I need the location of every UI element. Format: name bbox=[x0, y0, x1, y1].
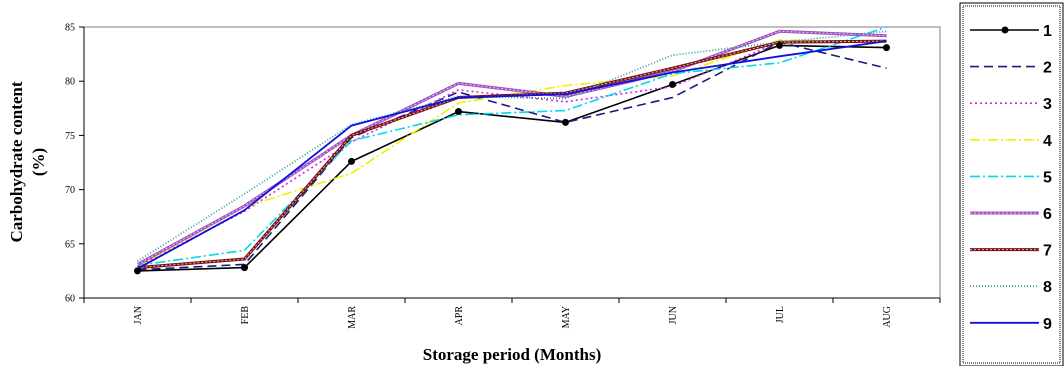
x-tick-label: JAN bbox=[133, 306, 144, 324]
legend-entries: 1 2 3 4 5 6 7 8 9 bbox=[970, 23, 1052, 333]
x-tick-label: JUL bbox=[775, 306, 786, 323]
series-1-point bbox=[134, 267, 141, 275]
x-tick-label: APR bbox=[454, 306, 465, 326]
y-tick-label: 75 bbox=[65, 131, 75, 142]
x-axis-title: Storage period (Months) bbox=[423, 345, 601, 364]
series-line-2 bbox=[137, 41, 887, 271]
series-line-core-7 bbox=[137, 40, 887, 269]
legend-label-9: 9 bbox=[1043, 316, 1052, 333]
series-1-point bbox=[883, 44, 890, 52]
y-tick-label: 80 bbox=[65, 77, 75, 88]
series-line-9 bbox=[137, 40, 887, 270]
x-axis-ticks: JAN FEB MAR APR MAY JUN JUL AUG bbox=[83, 298, 941, 329]
series-1-point bbox=[776, 41, 783, 49]
series-1-point bbox=[562, 118, 569, 126]
series-line-5 bbox=[137, 26, 887, 267]
legend: 1 2 3 4 5 6 7 8 9 bbox=[959, 2, 1064, 366]
series-markers bbox=[134, 41, 890, 275]
series-line-3 bbox=[137, 40, 887, 268]
y-axis-ticks: 60 65 70 75 80 85 bbox=[65, 23, 84, 305]
y-tick-label: 85 bbox=[65, 23, 75, 34]
plot-area-frame bbox=[83, 26, 941, 299]
series-line-6 bbox=[136, 29, 887, 266]
legend-label-8: 8 bbox=[1043, 279, 1052, 296]
series-line-7 bbox=[137, 39, 887, 270]
y-tick-label: 60 bbox=[65, 294, 75, 305]
legend-marker-1 bbox=[1001, 26, 1009, 34]
x-tick-label: JUN bbox=[668, 306, 679, 324]
y-tick-label: 70 bbox=[65, 185, 75, 196]
legend-label-3: 3 bbox=[1043, 96, 1052, 113]
series-line-core-6 bbox=[137, 30, 887, 265]
series-1-point bbox=[669, 80, 676, 88]
legend-box-outer bbox=[959, 2, 1064, 366]
legend-label-7: 7 bbox=[1043, 243, 1052, 260]
y-axis-title-line1: Carbohydrate content bbox=[7, 81, 26, 242]
series-1-point bbox=[455, 108, 462, 116]
series-line-1 bbox=[137, 44, 887, 272]
series-lines bbox=[136, 26, 887, 272]
x-tick-label: MAY bbox=[561, 306, 572, 328]
legend-label-5: 5 bbox=[1043, 169, 1052, 186]
series-1-point bbox=[241, 264, 248, 272]
x-tick-label: FEB bbox=[240, 306, 251, 325]
x-tick-label: AUG bbox=[882, 306, 893, 328]
legend-label-1: 1 bbox=[1043, 23, 1052, 40]
series-line-8 bbox=[137, 30, 887, 262]
y-axis-title-line2: (%) bbox=[29, 148, 48, 176]
y-tick-label: 65 bbox=[65, 239, 75, 250]
series-line-4 bbox=[137, 39, 887, 268]
series-1-point bbox=[348, 157, 355, 165]
legend-label-4: 4 bbox=[1043, 133, 1052, 150]
legend-label-6: 6 bbox=[1043, 206, 1052, 223]
legend-box-inner bbox=[962, 5, 1061, 364]
legend-label-2: 2 bbox=[1043, 60, 1052, 77]
x-tick-label: MAR bbox=[347, 306, 358, 329]
